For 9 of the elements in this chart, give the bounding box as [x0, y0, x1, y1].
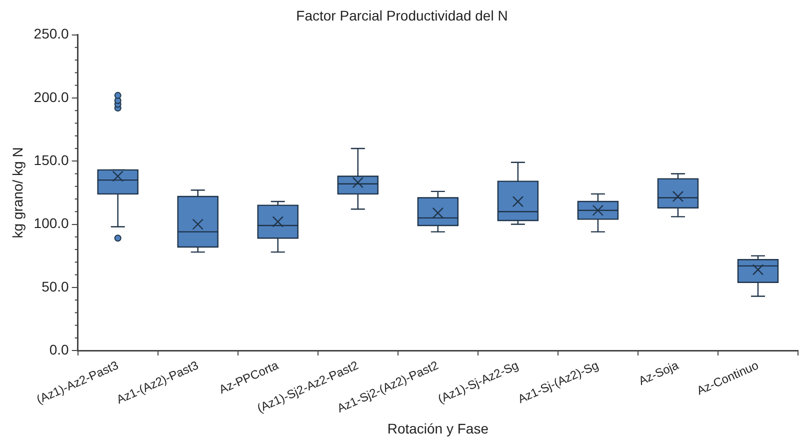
y-tick-label: 250.0	[34, 26, 70, 42]
y-axis-title: kg grano/ kg N	[9, 147, 26, 238]
y-tick-label: 50.0	[42, 278, 70, 294]
y-tick-label: 0.0	[49, 341, 70, 358]
x-axis-title: Rotación y Fase	[387, 420, 489, 436]
y-tick-label: 150.0	[34, 152, 70, 168]
y-tick-label: 100.0	[34, 215, 70, 232]
chart-title: Factor Parcial Productividad del N	[296, 7, 508, 24]
y-tick-label: 200.0	[34, 88, 70, 105]
